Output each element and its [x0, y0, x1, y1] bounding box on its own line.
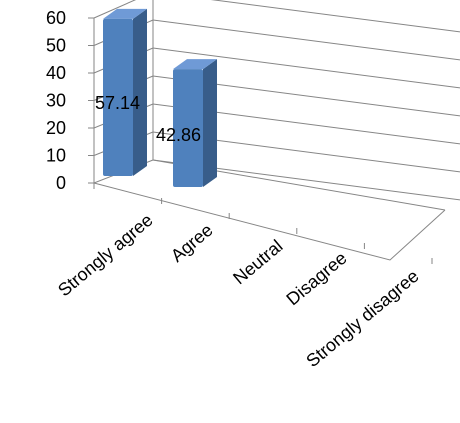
gridline-side — [93, 0, 137, 19]
bar-top — [173, 59, 217, 70]
y-tick-labels: 0 10 20 30 40 50 60 — [46, 8, 66, 193]
category-label: Neutral — [229, 236, 286, 289]
gridline-back — [152, 19, 460, 61]
category-label: Disagree — [283, 248, 351, 310]
y-tick-label: 20 — [46, 118, 66, 138]
category-labels: Strongly agree Agree NeutralDisagreeStrong… — [54, 210, 423, 371]
gridlines — [93, 0, 460, 201]
y-tick-label: 50 — [46, 36, 66, 56]
data-label: 42.86 — [156, 125, 201, 145]
y-tick-label: 0 — [56, 173, 66, 193]
gridline-back — [152, 47, 460, 89]
bar-front — [103, 18, 133, 176]
y-tick-label: 40 — [46, 63, 66, 83]
bar-side — [203, 59, 217, 188]
category-label: Agree — [167, 220, 217, 266]
bar — [173, 59, 217, 188]
bars — [103, 8, 217, 188]
x-axis-floor — [93, 182, 446, 261]
y-tick-label: 60 — [46, 8, 66, 28]
bar-side — [133, 8, 147, 176]
gridline-back — [210, 0, 460, 33]
y-tick-label: 10 — [46, 146, 66, 166]
bar — [103, 8, 147, 176]
data-label: 57.14 — [95, 93, 140, 113]
bar-front — [173, 69, 203, 187]
data-labels: 57.14 42.86 — [95, 93, 201, 145]
y-tick-label: 30 — [46, 91, 66, 111]
category-label: Strongly agree — [54, 210, 157, 301]
bar-top — [103, 8, 147, 19]
